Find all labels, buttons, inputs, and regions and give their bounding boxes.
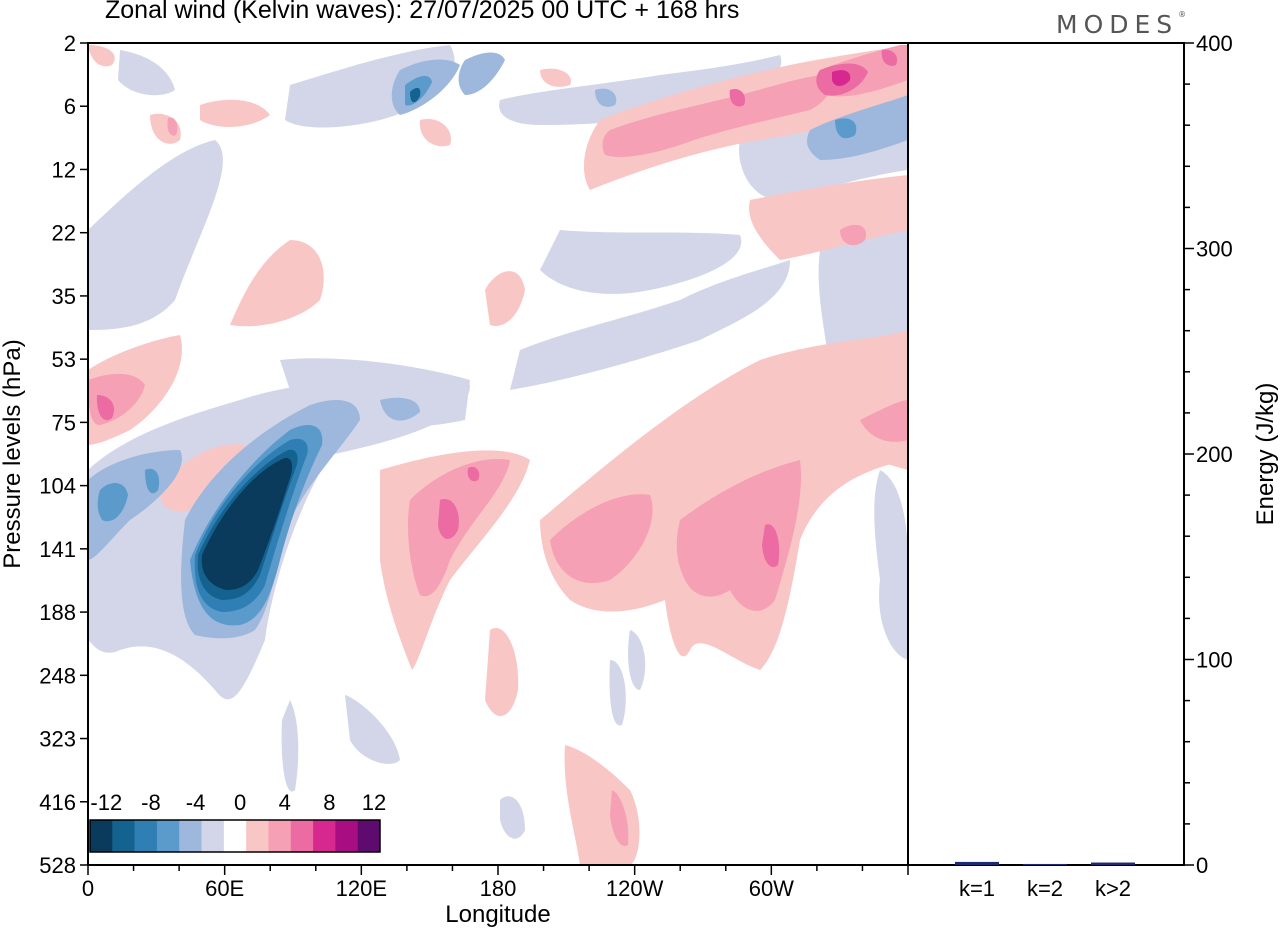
contour-level-pos-stronger [832,70,851,86]
brand-logo: MODES® [1056,10,1186,39]
energy-bars: k=1 k=2 k>2 [955,861,1135,901]
colorbar-label: 4 [279,790,291,815]
energy-tick-label: 0 [1196,853,1208,878]
energy-category-label: k=1 [959,876,995,901]
y-tick-label: 416 [39,790,76,815]
colorbar-swatch [179,820,202,852]
y-tick-label: 248 [39,663,76,688]
energy-axis-ticks: 0 100 200 300 400 [1184,31,1233,878]
energy-category-label: k>2 [1095,876,1131,901]
y-tick-label: 104 [39,474,76,499]
energy-tick-label: 200 [1196,442,1233,467]
chart-title: Zonal wind (Kelvin waves): 27/07/2025 00… [105,0,740,24]
energy-tick-label: 400 [1196,31,1233,56]
colorbar-swatch [201,820,225,852]
energy-bar [1091,862,1135,865]
contour-level-neg-core [201,457,293,590]
colorbar-swatch [268,820,292,852]
x-axis-title: Longitude [445,901,550,928]
y-tick-label: 6 [64,94,76,119]
colorbar: -12 -8 -4 0 4 8 12 [89,790,386,853]
y-tick-label: 75 [52,410,76,435]
x-tick-label: 60W [749,876,794,901]
y-axis-ticks: 2 6 12 22 35 53 75 104 141 188 248 323 416 528 [39,31,88,878]
brand-registered-mark: ® [1178,10,1187,19]
colorbar-label: 12 [362,790,386,815]
colorbar-label: 8 [323,790,335,815]
colorbar-swatch [223,820,247,852]
colorbar-label: -4 [186,790,206,815]
colorbar-swatch [290,820,314,852]
y-tick-label: 35 [52,284,76,309]
y-axis-title: Pressure levels (hPa) [0,339,26,568]
colorbar-border [89,819,381,853]
energy-tick-label: 300 [1196,237,1233,262]
x-axis-ticks: 0 60E 120E 180 120W 60W [82,865,909,901]
x-tick-label: 0 [82,876,94,901]
energy-category-label: k=2 [1027,876,1063,901]
y-tick-label: 53 [52,347,76,372]
y-tick-label: 528 [39,853,76,878]
x-tick-label: 120W [606,876,664,901]
colorbar-swatch [335,820,358,852]
x-tick-label: 120E [336,876,387,901]
energy-bar [1023,863,1067,865]
colorbar-label: -12 [90,790,122,815]
y-tick-label: 12 [52,157,76,182]
brand-name: MODES [1056,10,1179,39]
energy-frame [907,42,1185,866]
energy-axis-title: Energy (J/kg) [1252,383,1279,526]
x-tick-label: 60E [205,876,244,901]
colorbar-label: -8 [141,790,161,815]
y-tick-label: 22 [52,221,76,246]
colorbar-swatch [246,820,269,852]
y-tick-label: 141 [39,537,76,562]
x-tick-label: 180 [480,876,517,901]
colorbar-label: 0 [234,790,246,815]
y-tick-label: 323 [39,727,76,752]
colorbar-swatch [112,820,135,852]
colorbar-swatch [156,820,180,852]
colorbar-swatch [313,820,336,852]
colorbar-swatch [134,820,158,852]
energy-bar [955,861,999,865]
wind-contour-field [88,45,908,865]
y-tick-label: 2 [64,31,76,56]
colorbar-swatch [90,820,113,852]
y-tick-label: 188 [39,600,76,625]
colorbar-swatch [357,820,381,852]
energy-tick-label: 100 [1196,648,1233,673]
